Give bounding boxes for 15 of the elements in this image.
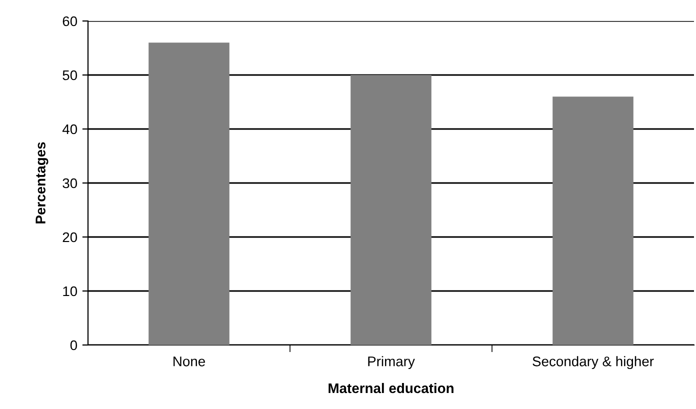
bar — [552, 96, 634, 345]
y-tick-label: 60 — [62, 16, 78, 26]
x-tick-label: None — [174, 356, 205, 366]
y-tick-label: 0 — [70, 340, 78, 350]
y-axis-title: Percentages — [36, 142, 48, 224]
y-tick-label: 50 — [62, 70, 78, 80]
y-tick-label: 30 — [62, 178, 78, 188]
x-tick-label: Primary — [368, 356, 415, 370]
y-tick-label: 10 — [63, 286, 78, 296]
bar — [350, 75, 432, 345]
x-axis-title: Maternal education — [328, 382, 454, 394]
x-tick-label: Secondary & higher — [532, 356, 654, 370]
bar — [148, 42, 230, 345]
y-tick-label: 20 — [62, 232, 78, 242]
y-tick-label: 40 — [62, 124, 78, 134]
